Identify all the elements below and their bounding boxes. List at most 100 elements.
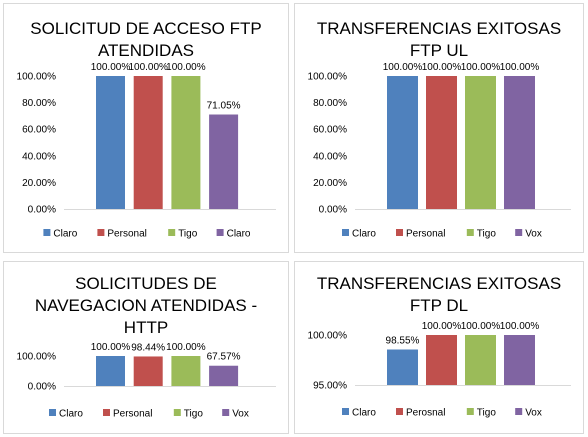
data-label: 98.44%	[131, 342, 165, 353]
bar	[96, 356, 125, 386]
legend-swatch	[466, 229, 474, 236]
legend-swatch	[515, 229, 523, 236]
data-label: 100.00%	[166, 62, 206, 73]
chart-panel-http: SOLICITUDES DE NAVEGACION ATENDIDAS - HT…	[3, 261, 289, 434]
y-tick-label: 60.00%	[22, 125, 56, 136]
y-tick-label: 80.00%	[22, 98, 56, 109]
legend-swatch	[515, 408, 523, 415]
legend-label: Claro	[53, 229, 77, 240]
legend-label: Vox	[525, 229, 542, 240]
legend-swatch	[396, 229, 403, 236]
bar	[387, 76, 418, 209]
bar	[465, 76, 496, 209]
y-tick-label: 80.00%	[313, 98, 347, 109]
chart-title: TRANSFERENCIAS EXITOSAS FTP UL	[295, 18, 583, 62]
bar	[209, 365, 239, 386]
y-tick-label: 95.00%	[313, 381, 347, 392]
data-label: 100.00%	[166, 342, 206, 353]
data-label: 100.00%	[91, 62, 131, 73]
legend-swatch	[43, 229, 51, 236]
legend-swatch	[168, 229, 176, 236]
legend-swatch	[49, 409, 56, 416]
bar	[504, 335, 535, 385]
y-tick-label: 100.00%	[308, 331, 348, 342]
data-label: 67.57%	[207, 352, 241, 363]
legend-label: Personal	[113, 409, 152, 420]
chart-title: SOLICITUDES DE NAVEGACION ATENDIDAS - HT…	[4, 273, 288, 339]
legend-label: Claro	[352, 229, 376, 240]
y-tick-label: 100.00%	[17, 352, 57, 363]
data-label: 71.05%	[207, 101, 241, 112]
y-tick-label: 40.00%	[313, 151, 347, 162]
legend-label: Vox	[232, 409, 249, 420]
data-label: 100.00%	[461, 321, 501, 332]
data-label: 100.00%	[91, 342, 131, 353]
legend-swatch	[342, 229, 349, 236]
chart-title-line: HTTP	[123, 318, 169, 337]
data-label: 100.00%	[422, 62, 462, 73]
legend-swatch	[97, 229, 105, 236]
bar	[96, 76, 125, 209]
bar	[426, 335, 457, 385]
chart-title-line: SOLICITUDES DE	[75, 274, 217, 293]
legend-swatch	[342, 408, 349, 415]
y-tick-label: 100.00%	[17, 72, 57, 83]
bar	[387, 349, 418, 385]
y-tick-label: 100.00%	[308, 72, 348, 83]
bar	[465, 335, 496, 385]
chart-title: SOLICITUD DE ACCESO FTP ATENDIDAS	[4, 18, 288, 62]
y-tick-label: 60.00%	[313, 125, 347, 136]
legend-swatch	[103, 409, 110, 416]
y-tick-label: 20.00%	[22, 178, 56, 189]
bar	[133, 356, 163, 386]
chart-title-line: TRANSFERENCIAS EXITOSAS	[316, 274, 562, 293]
legend-swatch	[396, 408, 403, 415]
legend-label: Claro	[352, 408, 376, 419]
legend-label: Vox	[525, 408, 542, 419]
bar	[209, 114, 239, 209]
legend-swatch	[466, 408, 474, 415]
chart-title-line: SOLICITUD DE ACCESO FTP	[30, 19, 262, 38]
y-tick-label: 20.00%	[313, 178, 347, 189]
legend-swatch	[222, 409, 230, 416]
data-label: 100.00%	[128, 62, 168, 73]
data-label: 100.00%	[422, 321, 462, 332]
y-tick-label: 0.00%	[319, 205, 347, 216]
bar	[133, 76, 163, 209]
legend-label: Tigo	[477, 229, 497, 240]
bar	[504, 76, 535, 209]
legend-label: Tigo	[178, 229, 198, 240]
data-label: 100.00%	[383, 62, 423, 73]
chart-title: TRANSFERENCIAS EXITOSAS FTP DL	[295, 273, 583, 317]
legend-label: Personal	[107, 229, 146, 240]
bar-chart: 100.00%95.00%98.55%100.00% 100.00% 100.00%…	[308, 321, 571, 419]
data-label: 100.00%	[500, 321, 540, 332]
legend-swatch	[173, 409, 181, 416]
legend-label: Tigo	[184, 409, 204, 420]
chart-panel-ftp-ul: TRANSFERENCIAS EXITOSAS FTP UL 100.00% 80…	[294, 3, 584, 253]
chart-title-line: ATENDIDAS	[97, 41, 195, 60]
data-label: 100.00%	[500, 62, 540, 73]
chart-title-line: FTP DL	[409, 296, 469, 315]
bar-chart: 100.00% 80.00% 60.00% 40.00% 20.00% 0.00% 100.…	[308, 62, 571, 240]
y-tick-label: 0.00%	[28, 382, 56, 393]
bar	[171, 356, 201, 386]
y-tick-label: 0.00%	[28, 205, 56, 216]
chart-title-line: TRANSFERENCIAS EXITOSAS	[316, 19, 562, 38]
bar	[426, 76, 457, 209]
legend-label: Tigo	[477, 408, 497, 419]
legend-label: Perosnal	[406, 408, 445, 419]
chart-title-line: NAVEGACION ATENDIDAS -	[34, 296, 258, 315]
chart-panel-ftp-dl: TRANSFERENCIAS EXITOSAS FTP DL 100.00% 95…	[294, 261, 584, 434]
bar	[171, 76, 201, 209]
legend-label: Claro	[227, 229, 251, 240]
bar-chart: 100.00% 80.00% 60.00% 40.00% 20.00% 0.00% 100.…	[17, 62, 276, 240]
data-label: 98.55%	[386, 336, 420, 347]
legend-label: Personal	[406, 229, 445, 240]
chart-title-line: FTP UL	[409, 41, 469, 60]
data-label: 100.00%	[461, 62, 501, 73]
chart-panel-ftp-access: SOLICITUD DE ACCESO FTP ATENDIDAS 100.00…	[3, 3, 289, 253]
y-tick-label: 40.00%	[22, 151, 56, 162]
bar-chart: 100.00%0.00%100.00% 98.44% 100.00%67.57%Cl…	[17, 342, 276, 420]
legend-label: Claro	[59, 409, 83, 420]
